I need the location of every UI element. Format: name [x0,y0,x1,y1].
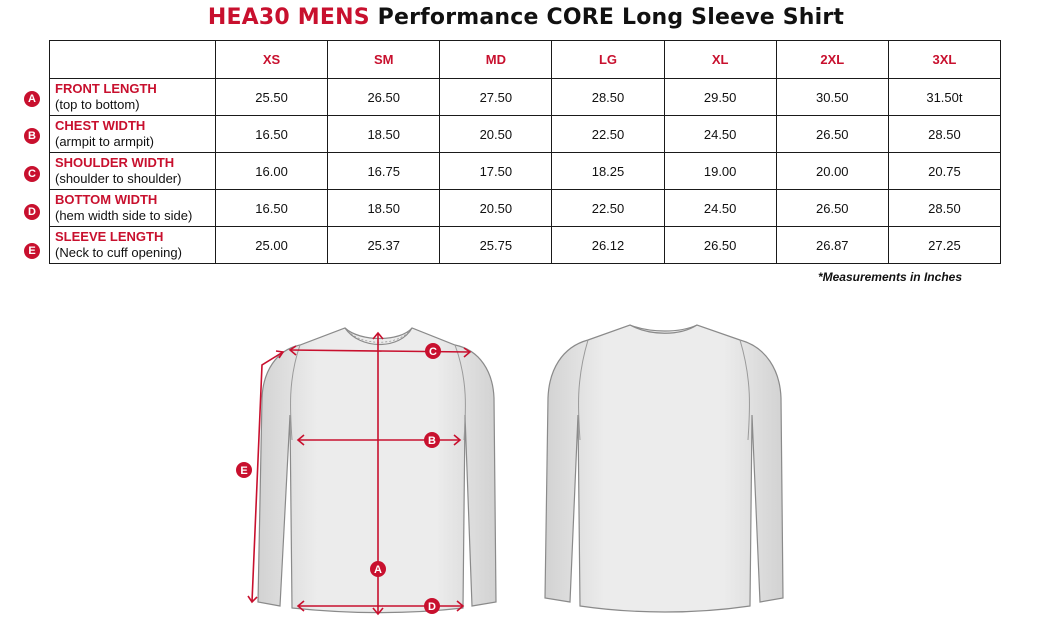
value-cell: 19.00 [663,152,777,190]
back-shirt-illustration [544,324,784,613]
value-cell: 25.50 [214,78,329,116]
value-cell: 26.50 [663,226,777,264]
marker-a: A [370,561,386,577]
product-name: Performance CORE Long Sleeve Shirt [377,5,845,30]
size-header-row: XS SM MD LG XL 2XL 3XL [49,40,1002,79]
value-cell: 22.50 [551,189,665,227]
value-cell: 26.50 [775,189,889,227]
badge-e: E [24,243,40,259]
marker-e: E [236,462,252,478]
measurement-label: FRONT LENGTH (top to bottom) [49,78,216,116]
value-cell: 16.75 [327,152,441,190]
measurement-label: SLEEVE LENGTH (Neck to cuff opening) [49,226,216,264]
measurement-row-front-length: FRONT LENGTH (top to bottom) 25.50 26.50… [49,78,1002,116]
size-header-xs: XS [214,40,329,79]
value-cell: 30.50 [775,78,889,116]
marker-c: C [425,343,441,359]
badge-a: A [24,91,40,107]
marker-a-label: A [374,564,382,576]
measurement-row-bottom-width: BOTTOM WIDTH (hem width side to side) 16… [49,189,1002,227]
marker-e-label: E [240,465,247,477]
front-shirt-illustration [257,327,497,614]
measurement-label: BOTTOM WIDTH (hem width side to side) [49,189,216,227]
shirt-diagram: C B E A D [236,324,784,616]
measurement-name: CHEST WIDTH [55,118,146,133]
value-cell: 26.50 [327,78,441,116]
measurement-label: CHEST WIDTH (armpit to armpit) [49,115,216,153]
marker-b: B [424,432,440,448]
value-cell: 25.37 [327,226,441,264]
badge-d: D [24,204,40,220]
product-code: HEA30 MENS [207,5,370,30]
value-cell: 25.00 [214,226,329,264]
value-cell: 26.12 [551,226,665,264]
value-cell: 18.25 [551,152,665,190]
corner-cell [49,40,216,79]
badge-b: B [24,128,40,144]
measurement-description: (top to bottom) [55,97,140,112]
value-cell: 27.25 [887,226,1002,264]
value-cell: 31.50t [887,78,1002,116]
value-cell: 28.50 [551,78,665,116]
measurement-note: *Measurements in Inches [817,270,962,284]
value-cell: 16.00 [214,152,329,190]
value-cell: 16.50 [214,189,329,227]
size-header-2xl: 2XL [775,40,889,79]
measurement-description: (armpit to armpit) [55,134,154,149]
value-cell: 17.50 [439,152,553,190]
measurement-row-sleeve-length: SLEEVE LENGTH (Neck to cuff opening) 25.… [49,226,1002,264]
value-cell: 18.50 [327,115,441,153]
value-cell: 28.50 [887,115,1002,153]
measurement-description: (Neck to cuff opening) [55,245,182,260]
size-chart-table: XS SM MD LG XL 2XL 3XL FRONT LENGTH (top… [49,40,1002,264]
measurement-name: BOTTOM WIDTH [55,192,158,207]
size-header-md: MD [439,40,553,79]
measurement-description: (shoulder to shoulder) [55,171,182,186]
size-header-xl: XL [663,40,777,79]
page-title: HEA30 MENS Performance CORE Long Sleeve … [0,5,1052,30]
marker-d: D [424,598,440,614]
measurement-row-chest-width: CHEST WIDTH (armpit to armpit) 16.50 18.… [49,115,1002,153]
value-cell: 25.75 [439,226,553,264]
marker-d-label: D [428,601,436,613]
value-cell: 20.00 [775,152,889,190]
value-cell: 20.75 [887,152,1002,190]
measurement-name: SHOULDER WIDTH [55,155,175,170]
measurement-label: SHOULDER WIDTH (shoulder to shoulder) [49,152,216,190]
value-cell: 20.50 [439,115,553,153]
value-cell: 20.50 [439,189,553,227]
value-cell: 28.50 [887,189,1002,227]
value-cell: 29.50 [663,78,777,116]
value-cell: 24.50 [663,115,777,153]
measurement-name: FRONT LENGTH [55,81,157,96]
value-cell: 26.50 [775,115,889,153]
value-cell: 27.50 [439,78,553,116]
measurement-row-shoulder-width: SHOULDER WIDTH (shoulder to shoulder) 16… [49,152,1002,190]
value-cell: 24.50 [663,189,777,227]
size-header-lg: LG [551,40,665,79]
marker-c-label: C [429,346,437,358]
size-header-3xl: 3XL [887,40,1002,79]
size-header-sm: SM [327,40,441,79]
value-cell: 18.50 [327,189,441,227]
measurement-description: (hem width side to side) [55,208,193,223]
value-cell: 22.50 [551,115,665,153]
measurement-name: SLEEVE LENGTH [55,229,164,244]
badge-c: C [24,166,40,182]
marker-b-label: B [428,435,436,447]
value-cell: 26.87 [775,226,889,264]
value-cell: 16.50 [214,115,329,153]
